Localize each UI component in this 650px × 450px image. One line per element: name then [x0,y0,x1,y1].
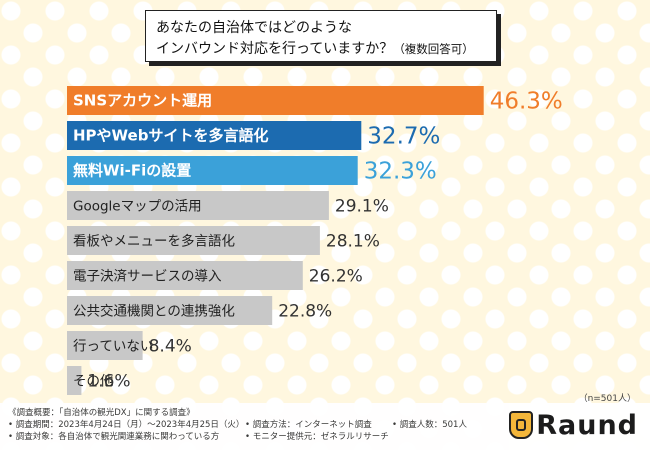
bar-label-4: Googleマップの活用 [73,199,202,215]
value-label-8: 8.4% [149,337,192,357]
bar-label-3: 無料Wi-Fiの設置 [73,162,191,180]
value-label-9: 1.6% [87,372,130,392]
question-line-2: インバウンド対応を行っていますか？（複数回答可） [156,38,474,58]
sample-size-note: （n=501人） [578,394,636,404]
bar-label-1: SNSアカウント運用 [73,92,212,110]
bar-label-7: 公共交通機関との連携強化 [73,303,235,320]
bar-5 [67,226,320,255]
bar-label-6: 電子決済サービスの導入 [73,269,222,285]
survey-target: • 調査対象：各自治体で観光関連業務に関わっている方 [8,432,220,442]
value-label-1: 46.3% [490,89,563,115]
bar-6 [67,261,303,290]
value-label-2: 32.7% [367,124,440,150]
survey-method: • 調査方法：インターネット調査 [245,420,372,430]
bar-2 [67,121,362,150]
bar-label-2: HPやWebサイトを多言語化 [73,127,268,145]
survey-period: • 調査期間：2023年4月24日（月）〜2023年4月25日（火） [8,420,245,430]
question-multiple-answer-note: （複数回答可） [393,42,474,56]
brand-logo: Raund [509,409,638,441]
bar-4 [67,191,329,220]
survey-count: • 調査人数：501人 [392,420,467,430]
survey-provider: • モニター提供元：ゼネラルリサーチ [245,432,389,442]
survey-footer: 《調査概要：「自治体の観光DX」に関する調査》 • 調査期間：2023年4月24… [0,403,650,450]
question-line-2-main: インバウンド対応を行っていますか？ [156,41,394,57]
bar-8 [67,331,143,360]
bar-label-5: 看板やメニューを多言語化 [73,233,235,250]
bar-label-8: 行っていない [73,339,153,355]
value-label-3: 32.3% [364,159,437,185]
bar-chart: SNSアカウント運用 46.3% HPやWebサイトを多言語化 32.7% 無料Wi-F… [67,86,563,395]
value-label-6: 26.2% [309,267,363,287]
brand-name: Raund [536,409,638,441]
bar-3 [67,156,358,185]
survey-overview: 《調査概要：「自治体の観光DX」に関する調査》 [8,408,195,418]
value-label-5: 28.1% [326,232,380,252]
value-label-4: 29.1% [335,197,389,217]
bar-label-9: その他 [73,374,114,390]
bar-9 [67,366,82,395]
bar-7 [67,296,273,325]
question-box: あなたの自治体ではどのような インバウンド対応を行っていますか？（複数回答可） [145,10,497,62]
question-line-1: あなたの自治体ではどのような [156,20,352,36]
bar-1 [67,86,484,115]
value-label-7: 22.8% [278,302,332,322]
brand-mark-icon [509,411,534,439]
